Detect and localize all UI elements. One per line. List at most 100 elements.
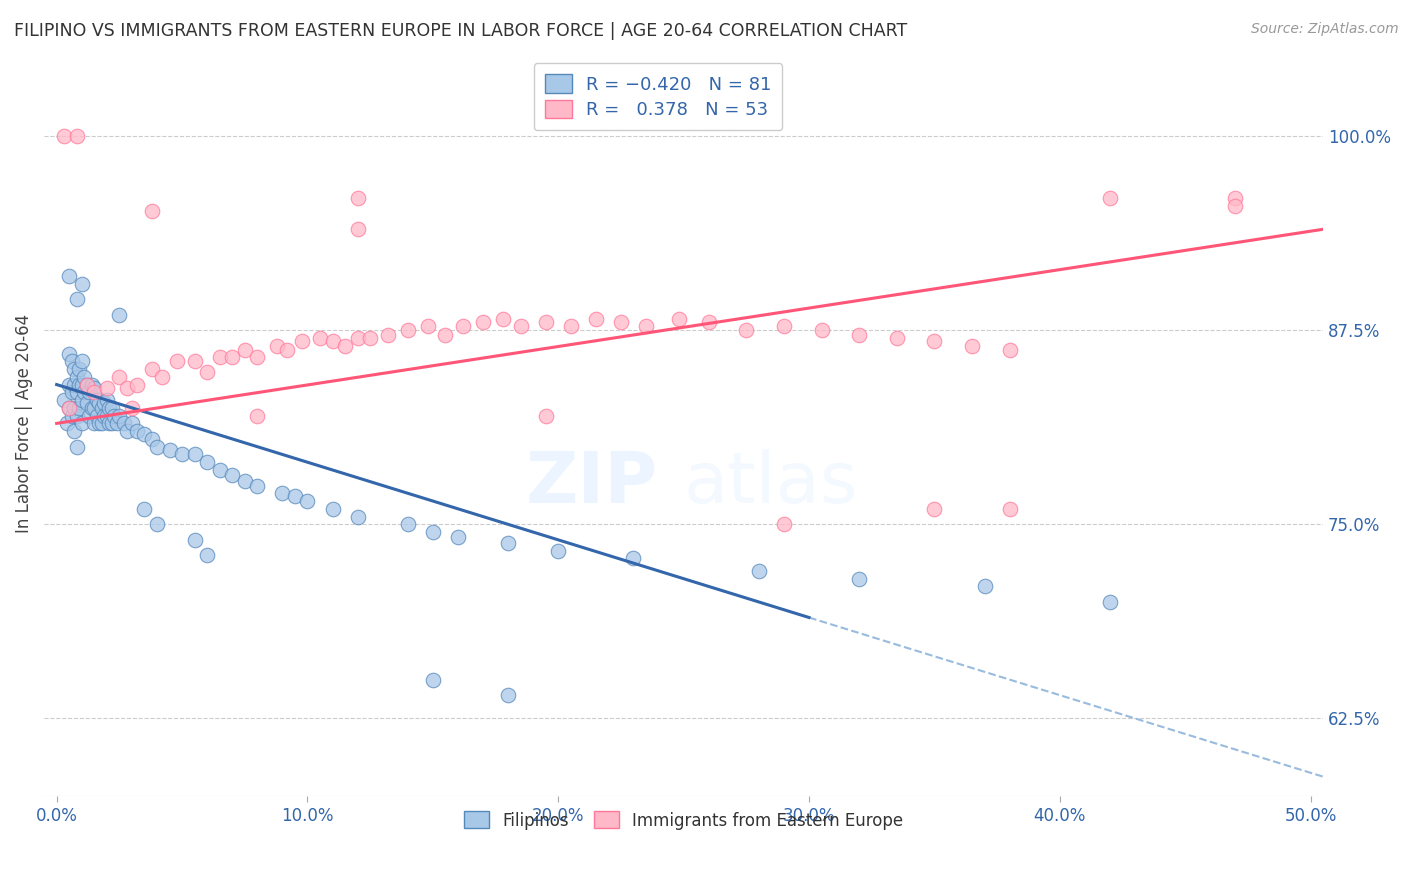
Point	[66, 292, 89, 306]
Point	[221, 350, 243, 364]
Point	[195, 455, 218, 469]
Point	[416, 318, 439, 333]
Point	[93, 409, 115, 423]
Point	[422, 525, 444, 540]
Point	[346, 222, 368, 236]
Point	[451, 318, 474, 333]
Point	[924, 334, 946, 348]
Point	[66, 369, 89, 384]
Point	[960, 339, 983, 353]
Point	[246, 478, 269, 492]
Point	[377, 327, 399, 342]
Point	[447, 530, 470, 544]
Point	[105, 417, 128, 431]
Point	[150, 369, 173, 384]
Point	[183, 447, 205, 461]
Point	[76, 377, 98, 392]
Point	[108, 308, 131, 322]
Point	[1098, 595, 1121, 609]
Point	[58, 377, 80, 392]
Point	[773, 318, 796, 333]
Point	[1098, 191, 1121, 205]
Point	[70, 377, 93, 392]
Point	[195, 549, 218, 563]
Point	[534, 315, 557, 329]
Point	[246, 350, 269, 364]
Point	[810, 323, 832, 337]
Point	[60, 385, 83, 400]
Point	[183, 354, 205, 368]
Point	[121, 401, 143, 415]
Point	[73, 369, 96, 384]
Y-axis label: In Labor Force | Age 20-64: In Labor Force | Age 20-64	[15, 314, 32, 533]
Point	[86, 409, 108, 423]
Point	[53, 393, 76, 408]
Point	[396, 323, 419, 337]
Point	[125, 424, 148, 438]
Point	[115, 381, 138, 395]
Point	[309, 331, 332, 345]
Point	[159, 442, 181, 457]
Legend: Filipinos, Immigrants from Eastern Europe: Filipinos, Immigrants from Eastern Europ…	[457, 805, 910, 836]
Text: Source: ZipAtlas.com: Source: ZipAtlas.com	[1251, 22, 1399, 37]
Point	[125, 377, 148, 392]
Point	[322, 501, 344, 516]
Point	[141, 432, 163, 446]
Point	[585, 312, 607, 326]
Point	[103, 409, 125, 423]
Point	[83, 385, 105, 400]
Point	[67, 377, 90, 392]
Point	[748, 564, 770, 578]
Point	[146, 517, 169, 532]
Point	[60, 409, 83, 423]
Point	[67, 362, 90, 376]
Point	[848, 327, 870, 342]
Point	[134, 427, 156, 442]
Point	[560, 318, 582, 333]
Point	[73, 385, 96, 400]
Point	[359, 331, 381, 345]
Point	[346, 191, 368, 205]
Point	[668, 312, 690, 326]
Point	[284, 489, 307, 503]
Point	[492, 312, 515, 326]
Point	[70, 354, 93, 368]
Point	[271, 486, 294, 500]
Point	[98, 417, 121, 431]
Point	[924, 501, 946, 516]
Point	[1225, 199, 1247, 213]
Point	[77, 409, 100, 423]
Point	[90, 417, 112, 431]
Point	[246, 409, 269, 423]
Point	[70, 417, 93, 431]
Point	[93, 396, 115, 410]
Point	[346, 331, 368, 345]
Point	[58, 346, 80, 360]
Point	[98, 401, 121, 415]
Point	[63, 401, 86, 415]
Point	[297, 494, 319, 508]
Point	[208, 350, 231, 364]
Point	[634, 318, 657, 333]
Point	[86, 393, 108, 408]
Point	[66, 409, 89, 423]
Point	[121, 417, 143, 431]
Text: FILIPINO VS IMMIGRANTS FROM EASTERN EUROPE IN LABOR FORCE | AGE 20-64 CORRELATIO: FILIPINO VS IMMIGRANTS FROM EASTERN EURO…	[14, 22, 907, 40]
Point	[70, 393, 93, 408]
Point	[509, 318, 531, 333]
Point	[63, 424, 86, 438]
Point	[141, 362, 163, 376]
Point	[396, 517, 419, 532]
Point	[195, 365, 218, 379]
Point	[53, 129, 76, 144]
Point	[886, 331, 908, 345]
Point	[496, 536, 519, 550]
Point	[221, 467, 243, 482]
Point	[83, 381, 105, 395]
Point	[63, 377, 86, 392]
Point	[134, 501, 156, 516]
Point	[434, 327, 457, 342]
Point	[80, 377, 103, 392]
Text: ZIP: ZIP	[526, 449, 658, 517]
Point	[108, 369, 131, 384]
